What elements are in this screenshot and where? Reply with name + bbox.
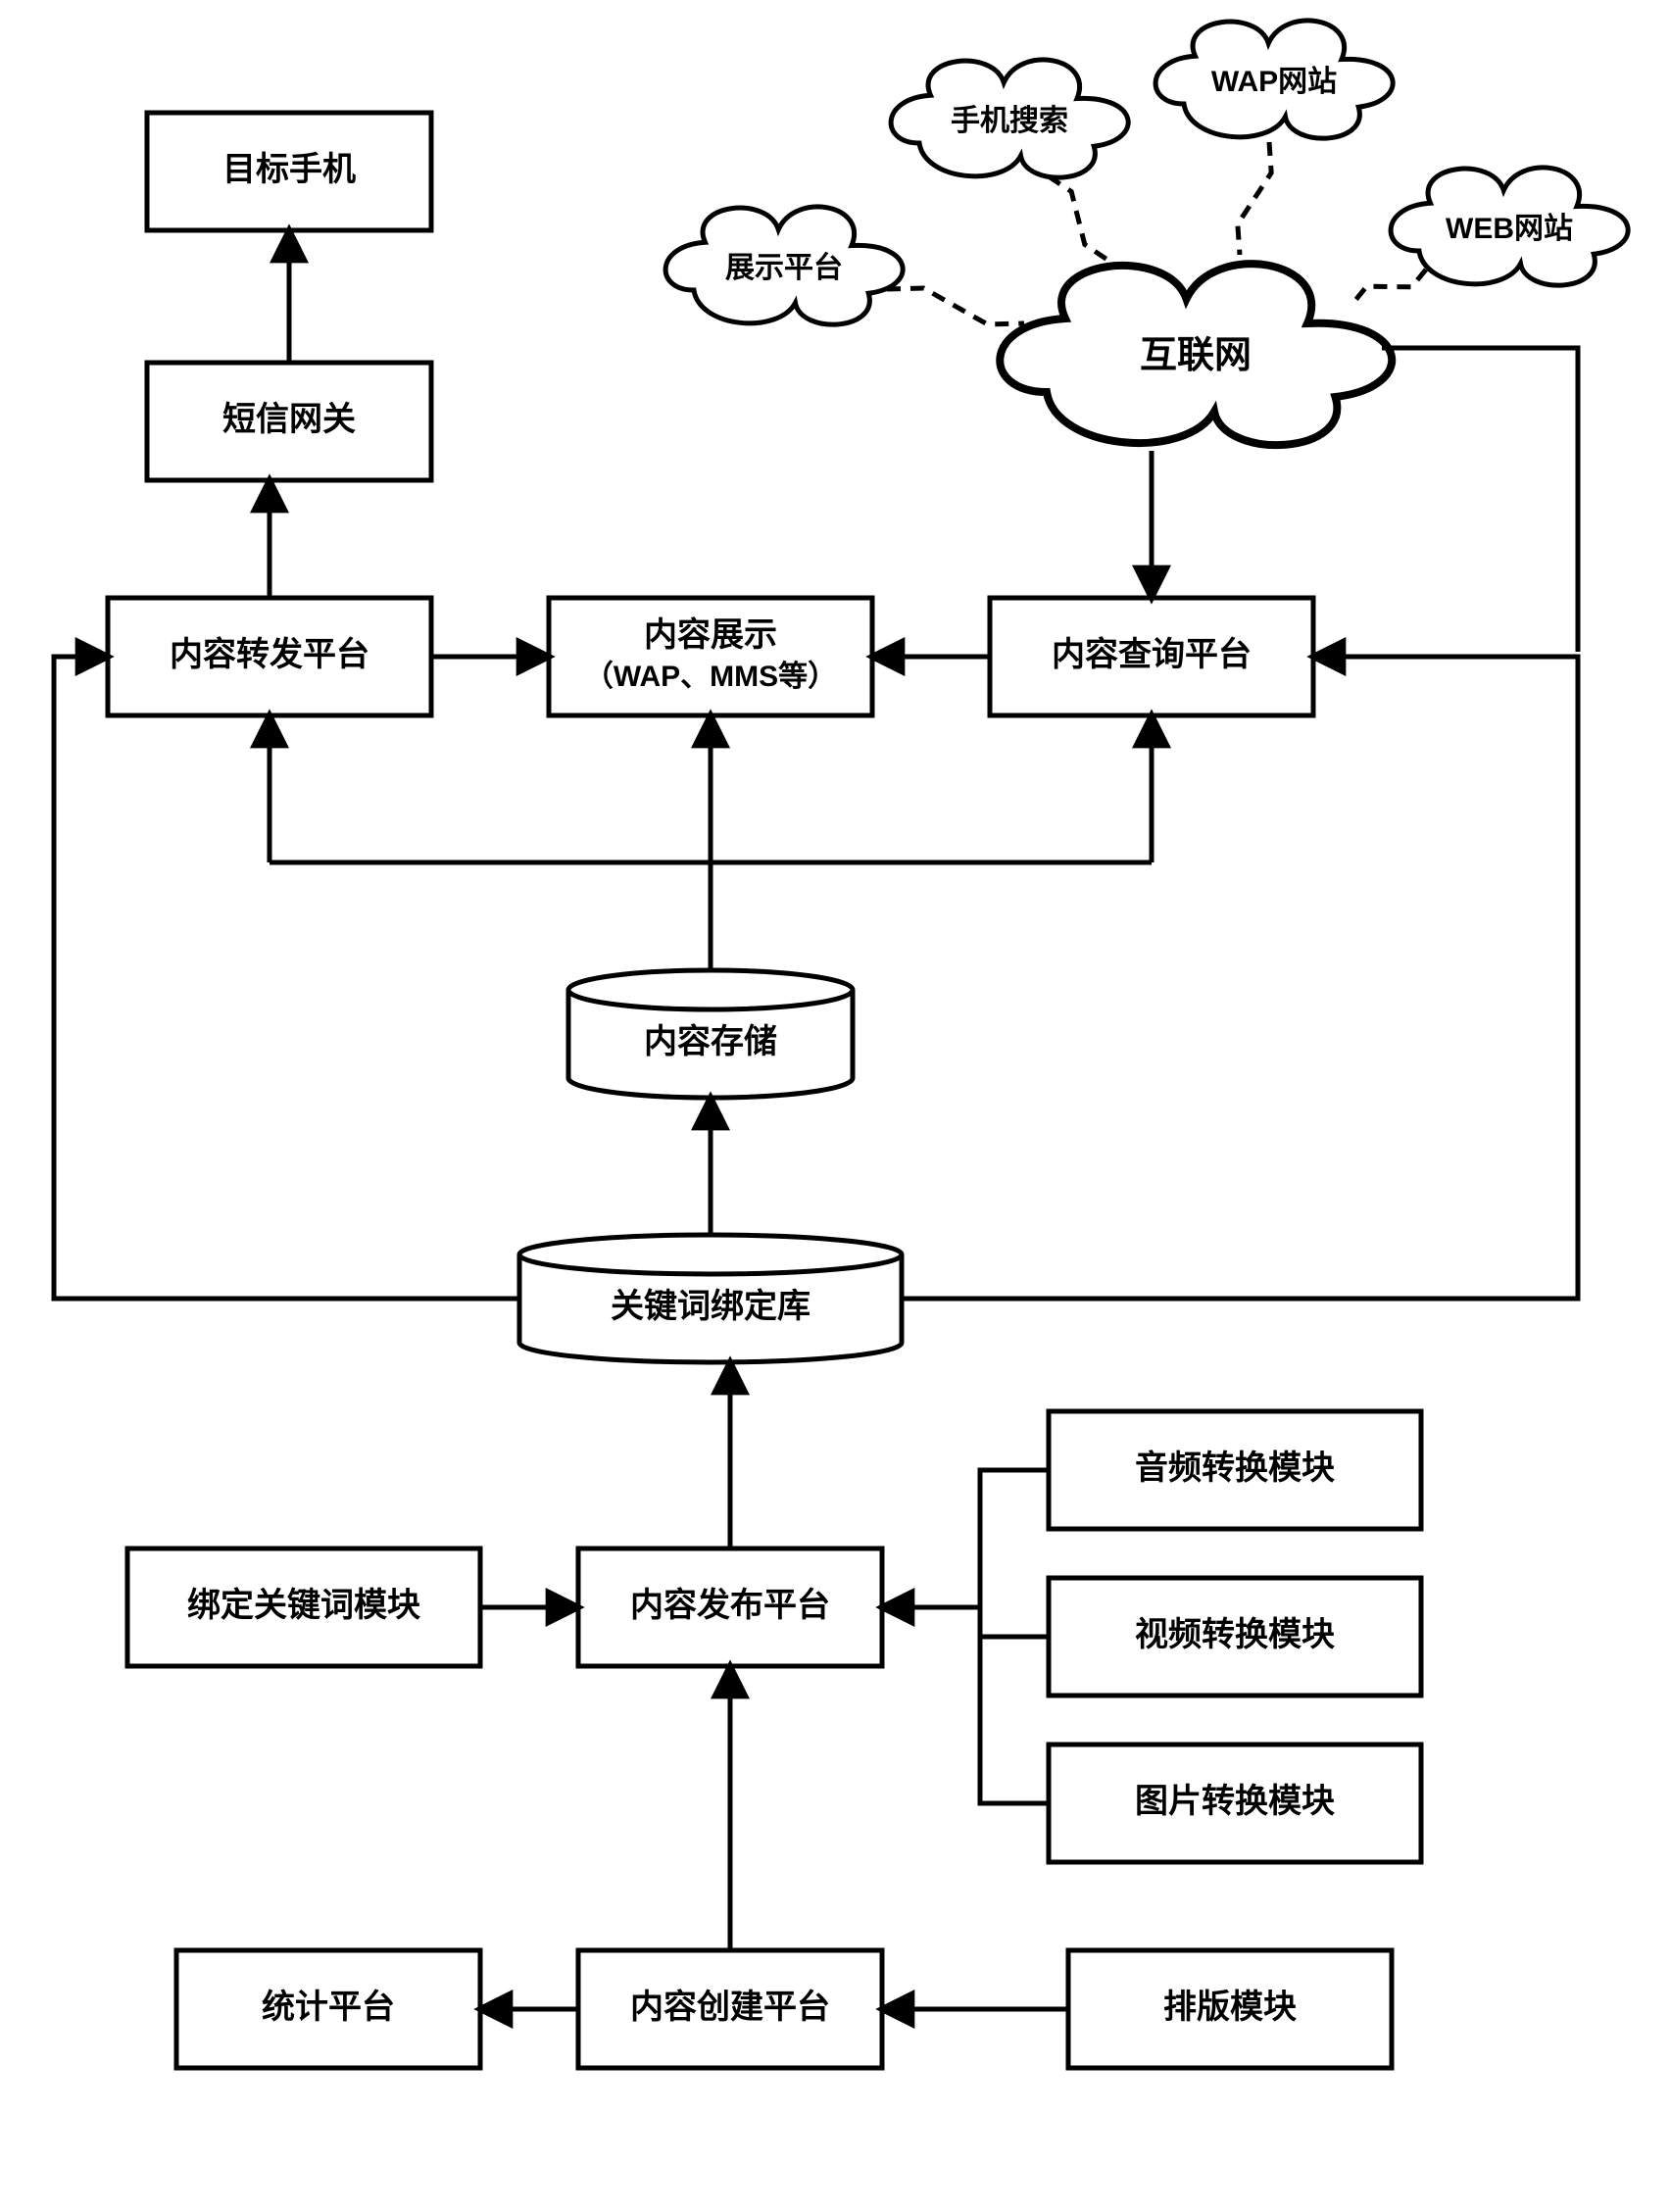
video_convert-label: 视频转换模块 <box>1135 1616 1335 1653</box>
image_convert-label: 图片转换模块 <box>1135 1783 1335 1820</box>
edge-kwdb-left-loop <box>54 657 519 1299</box>
stats_platform-label: 统计平台 <box>262 1989 395 2026</box>
keyword_binding_db-label: 关键词绑定库 <box>611 1288 810 1325</box>
sms_gateway-label: 短信网关 <box>222 401 356 438</box>
display_platform-label: 展示平台 <box>725 251 843 284</box>
wap_site-label: WAP网站 <box>1211 66 1337 98</box>
zigzag-0 <box>887 288 1024 324</box>
web_site-label: WEB网站 <box>1446 213 1573 245</box>
zigzag-2 <box>1238 142 1271 255</box>
content_storage-label: 内容存储 <box>644 1023 777 1060</box>
flowchart-canvas: 目标手机短信网关内容转发平台 内容展示 （WAP、MMS等） 内容查询平台内容存储关键… <box>0 0 1670 2212</box>
edge-internet-right <box>1382 348 1578 652</box>
mobile_search-label: 手机搜索 <box>951 105 1068 137</box>
bind_keyword_mod-label: 绑定关键词模块 <box>187 1587 420 1624</box>
zigzag-3 <box>1352 270 1426 304</box>
edge-kwdb-right-loop <box>902 657 1578 1299</box>
content_forward-label: 内容转发平台 <box>170 636 369 673</box>
layout_module-label: 排版模块 <box>1163 1989 1297 2026</box>
audio_convert-label: 音频转换模块 <box>1135 1450 1335 1487</box>
content_publish-label: 内容发布平台 <box>630 1587 830 1624</box>
content_display-label1: 内容展示 <box>644 616 777 654</box>
zigzag-1 <box>1049 176 1107 260</box>
content_query-label: 内容查询平台 <box>1052 636 1252 673</box>
content_create-label: 内容创建平台 <box>630 1989 830 2026</box>
content_display-label2: （WAP、MMS等） <box>584 660 837 693</box>
target_phone-label: 目标手机 <box>222 151 356 188</box>
internet-label: 互联网 <box>1140 335 1252 376</box>
